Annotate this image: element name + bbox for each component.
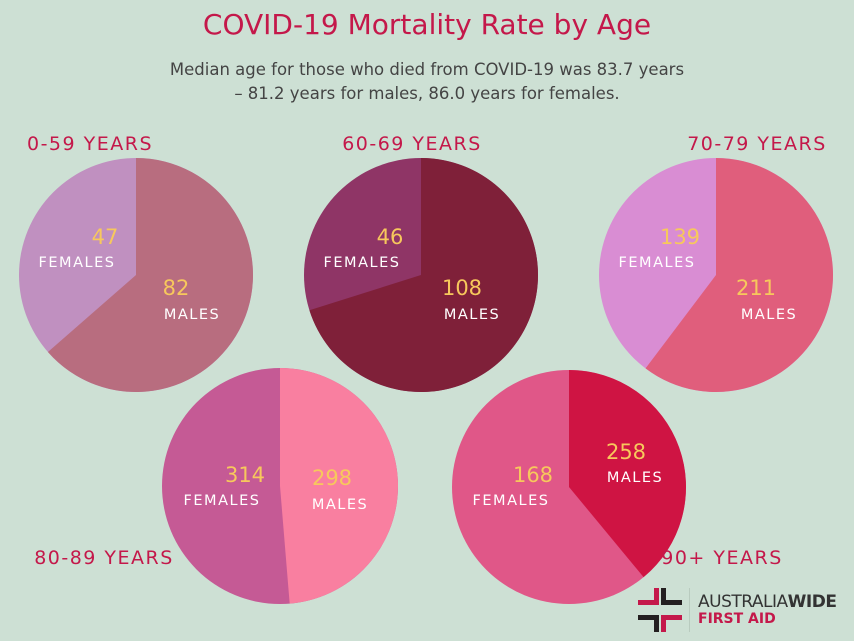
males-value-label: 82 bbox=[162, 276, 190, 300]
males-value-label: 108 bbox=[441, 276, 483, 300]
age-group-label: 80-89 YEARS bbox=[34, 547, 174, 569]
australia-wide-first-aid-logo: AUSTRALIAWIDE FIRST AID bbox=[636, 586, 846, 634]
males-category-label: MALES bbox=[606, 470, 664, 486]
age-group-label: 90+ YEARS bbox=[661, 547, 783, 569]
pie-slice-males bbox=[645, 158, 833, 392]
males-value-label: 211 bbox=[735, 276, 777, 300]
females-value-label: 47 bbox=[91, 225, 119, 249]
logo-text-line-1: AUSTRALIAWIDE bbox=[698, 592, 837, 612]
pie-slice-males bbox=[309, 158, 538, 392]
age-group-label: 70-79 YEARS bbox=[687, 133, 827, 155]
logo-text-line-2: FIRST AID bbox=[698, 611, 776, 627]
males-category-label: MALES bbox=[443, 307, 501, 323]
females-category-label: FEMALES bbox=[38, 255, 116, 271]
pie-slice-males bbox=[47, 158, 253, 392]
males-value-label: 298 bbox=[311, 466, 353, 490]
males-category-label: MALES bbox=[163, 307, 221, 323]
females-value-label: 139 bbox=[659, 225, 701, 249]
females-category-label: FEMALES bbox=[323, 255, 401, 271]
females-value-label: 46 bbox=[376, 225, 404, 249]
females-value-label: 314 bbox=[224, 463, 266, 487]
females-category-label: FEMALES bbox=[183, 493, 261, 509]
males-category-label: MALES bbox=[311, 497, 369, 513]
age-group-label: 60-69 YEARS bbox=[342, 133, 482, 155]
logo-divider bbox=[689, 588, 690, 632]
chart-subtitle-line-2: – 81.2 years for males, 86.0 years for f… bbox=[234, 84, 620, 103]
pie-slice-males bbox=[280, 367, 399, 604]
age-group-label: 0-59 YEARS bbox=[26, 133, 154, 155]
males-value-label: 258 bbox=[605, 440, 647, 464]
pie-slice-males bbox=[569, 370, 687, 578]
cross-logo-icon bbox=[638, 588, 682, 632]
females-category-label: FEMALES bbox=[472, 493, 550, 509]
chart-title: COVID-19 Mortality Rate by Age bbox=[202, 8, 652, 41]
females-category-label: FEMALES bbox=[618, 255, 696, 271]
chart-subtitle-line-1: Median age for those who died from COVID… bbox=[169, 60, 685, 79]
females-value-label: 168 bbox=[512, 463, 554, 487]
males-category-label: MALES bbox=[740, 307, 798, 323]
